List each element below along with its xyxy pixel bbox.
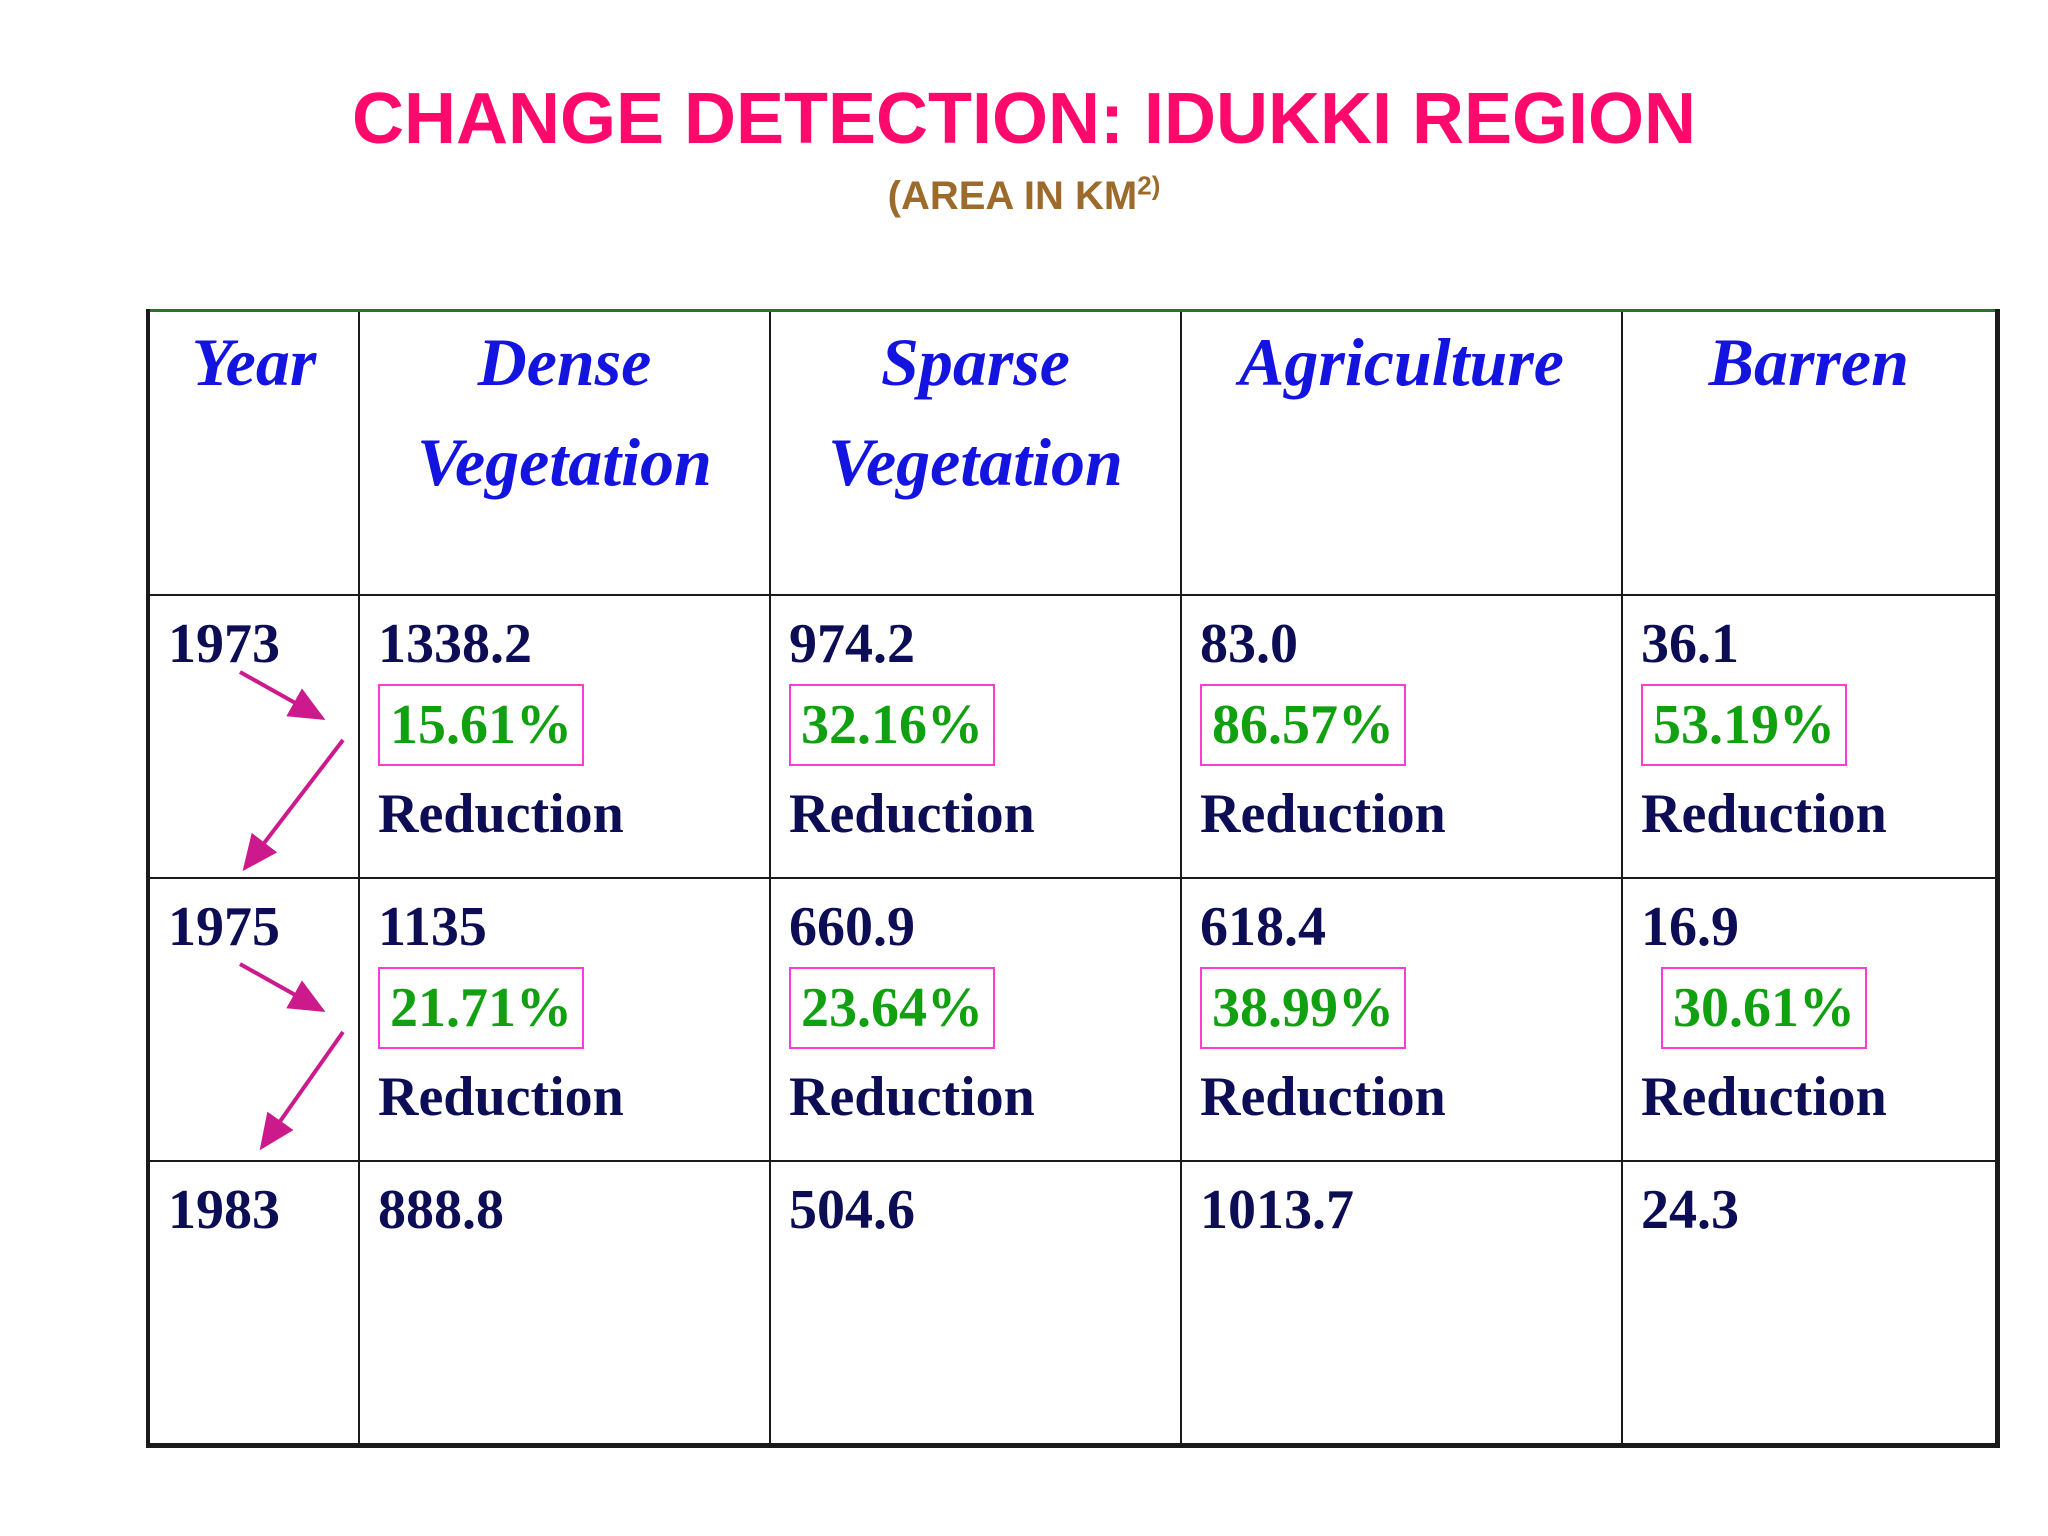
agriculture-cell: 618.4 38.99% Reduction (1180, 877, 1623, 1162)
dense-cell: 1338.2 15.61% Reduction (358, 594, 771, 879)
header-barren: Barren (1621, 309, 2000, 596)
year-cell: 1975 (146, 877, 360, 1162)
sparse-value: 974.2 (789, 613, 915, 675)
dense-change-badge: 21.71% (378, 967, 584, 1049)
agriculture-value: 83.0 (1200, 613, 1298, 675)
sparse-change-badge: 32.16% (789, 684, 995, 766)
agriculture-value: 1013.7 (1200, 1179, 1354, 1241)
sparse-change-badge: 23.64% (789, 967, 995, 1049)
dense-value: 1135 (378, 896, 487, 958)
page-subtitle: (AREA IN KM2) (0, 168, 2048, 224)
sparse-cell: 660.9 23.64% Reduction (769, 877, 1182, 1162)
header-agriculture: Agriculture (1180, 309, 1623, 596)
agriculture-change-badge: 86.57% (1200, 684, 1406, 766)
page-title: CHANGE DETECTION: IDUKKI REGION (351, 79, 1697, 159)
barren-value: 16.9 (1641, 896, 1739, 958)
barren-value: 36.1 (1641, 613, 1739, 675)
barren-cell: 16.9 30.61% Reduction (1621, 877, 2000, 1162)
dense-value: 1338.2 (378, 613, 532, 675)
header-dense-vegetation: Dense Vegetation (358, 309, 771, 596)
barren-cell: 36.1 53.19% Reduction (1621, 594, 2000, 879)
dense-value: 888.8 (378, 1179, 504, 1241)
sparse-value: 660.9 (789, 896, 915, 958)
year-value: 1983 (168, 1179, 280, 1241)
year-value: 1975 (168, 896, 280, 958)
barren-value: 24.3 (1641, 1179, 1739, 1241)
header-agriculture-label: Agriculture (1239, 324, 1564, 400)
table-row-1973: 1973 1338.2 15.61% Reduction 974.2 32.16… (146, 594, 2000, 879)
sparse-change-label: Reduction (789, 1066, 1035, 1128)
dense-change-badge: 15.61% (378, 684, 584, 766)
year-cell: 1973 (146, 594, 360, 879)
header-year: Year (146, 309, 360, 596)
sparse-value: 504.6 (789, 1179, 915, 1241)
header-sparse-vegetation: Sparse Vegetation (769, 309, 1182, 596)
header-dense-label-2: Vegetation (417, 424, 712, 500)
agriculture-cell: 83.0 86.57% Reduction (1180, 594, 1623, 879)
agriculture-change-badge: 38.99% (1200, 967, 1406, 1049)
agriculture-change-label: Reduction (1200, 783, 1446, 845)
subtitle-superscript: 2) (1137, 170, 1161, 201)
header-year-label: Year (191, 324, 317, 400)
dense-cell: 888.8 (358, 1160, 771, 1448)
header-sparse-label-2: Vegetation (828, 424, 1123, 500)
sparse-change-label: Reduction (789, 783, 1035, 845)
agriculture-value: 618.4 (1200, 896, 1326, 958)
barren-cell: 24.3 (1621, 1160, 2000, 1448)
barren-change-badge: 30.61% (1661, 967, 1867, 1049)
agriculture-change-label: Reduction (1200, 1066, 1446, 1128)
dense-cell: 1135 21.71% Reduction (358, 877, 771, 1162)
subtitle-text: (AREA IN KM (887, 174, 1138, 218)
change-detection-table: Year Dense Vegetation Sparse Vegetation Ag… (146, 309, 2000, 1448)
header-dense-label-1: Dense (477, 324, 652, 400)
table-row-1975: 1975 1135 21.71% Reduction 660.9 23.64% … (146, 877, 2000, 1162)
barren-change-label: Reduction (1641, 783, 1887, 845)
dense-change-label: Reduction (378, 783, 624, 845)
dense-change-label: Reduction (378, 1066, 624, 1128)
header-barren-label: Barren (1708, 324, 1909, 400)
sparse-cell: 974.2 32.16% Reduction (769, 594, 1182, 879)
year-value: 1973 (168, 613, 280, 675)
header-row: Year Dense Vegetation Sparse Vegetation Ag… (146, 309, 2000, 596)
table-row-1983: 1983 888.8 504.6 1013.7 24.3 (146, 1160, 2000, 1448)
header-sparse-label-1: Sparse (881, 324, 1070, 400)
sparse-cell: 504.6 (769, 1160, 1182, 1448)
year-cell: 1983 (146, 1160, 360, 1448)
barren-change-label: Reduction (1641, 1066, 1887, 1128)
barren-change-badge: 53.19% (1641, 684, 1847, 766)
agriculture-cell: 1013.7 (1180, 1160, 1623, 1448)
